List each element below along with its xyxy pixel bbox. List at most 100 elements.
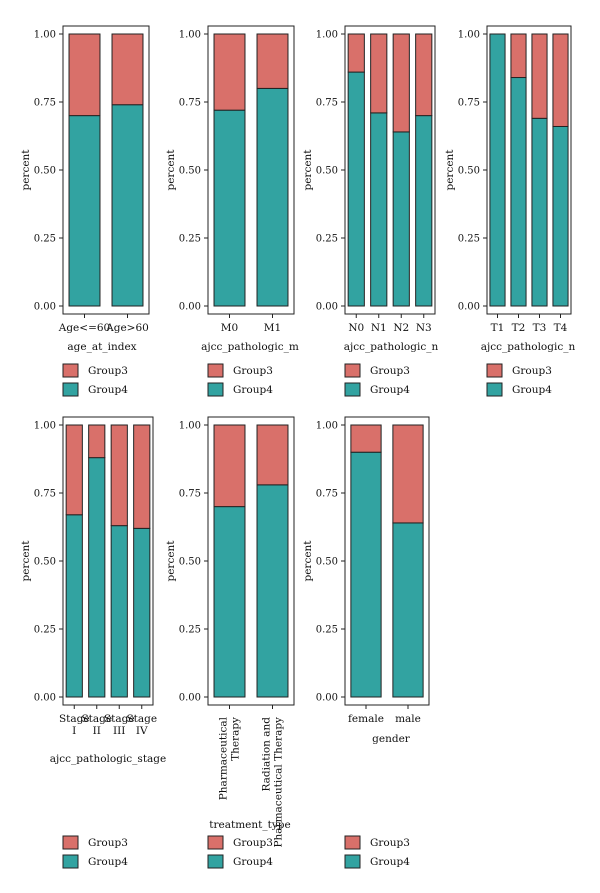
x-tick-label: N1	[371, 322, 387, 334]
bar-group3-1	[88, 424, 106, 459]
bar-group3-0	[65, 424, 83, 516]
bar-group4-0	[347, 71, 365, 307]
x-tick-label: T4	[554, 322, 568, 334]
y-tick-label: 0.00	[316, 693, 338, 704]
legend-swatch-group4	[344, 382, 361, 397]
bar-group3-1	[510, 33, 527, 79]
x-tick-label: N0	[348, 322, 364, 334]
y-tick-label: 0.50	[34, 557, 56, 568]
y-tick-label: 0.50	[34, 166, 56, 177]
x-tick-label: T3	[533, 322, 547, 334]
legend-swatch-group4	[344, 854, 361, 869]
y-axis-title: percent	[165, 540, 177, 582]
bar-group3-3	[415, 33, 433, 117]
bar-group4-2	[110, 525, 128, 698]
legend-label-group4: Group4	[233, 856, 273, 868]
bar-group4-0	[489, 33, 506, 307]
bar-group3-2	[392, 33, 410, 133]
bar-group4-2	[392, 131, 410, 307]
y-axis-title: percent	[444, 149, 456, 191]
y-tick-label: 0.00	[316, 302, 338, 313]
y-axis-title: percent	[302, 149, 314, 191]
bar-group4-0	[350, 451, 382, 698]
legend-swatch-group3	[62, 363, 79, 378]
x-axis-title: ajcc_pathologic_n	[481, 341, 576, 353]
x-axis-title: treatment_type	[209, 819, 290, 831]
legend-swatch-group3	[207, 363, 224, 378]
bar-group4-3	[415, 115, 433, 307]
bar-group4-3	[133, 527, 151, 698]
legend-swatch-group3	[344, 363, 361, 378]
y-tick-label: 0.25	[179, 234, 201, 245]
legend-label-group3: Group3	[88, 365, 128, 377]
bar-group4-0	[68, 115, 101, 307]
y-tick-label: 1.00	[458, 30, 480, 41]
bar-group3-2	[110, 424, 128, 527]
bar-group4-1	[88, 457, 106, 698]
legend-swatch-group3	[207, 835, 224, 850]
bar-group3-0	[213, 424, 246, 508]
x-tick-label: N3	[416, 322, 432, 334]
x-axis-title: ajcc_pathologic_stage	[50, 753, 167, 765]
bar-group3-0	[347, 33, 365, 73]
y-tick-label: 0.00	[34, 693, 56, 704]
y-tick-label: 1.00	[34, 30, 56, 41]
legend-label-group3: Group3	[370, 837, 410, 849]
y-tick-label: 1.00	[179, 421, 201, 432]
bar-group4-1	[370, 112, 388, 307]
x-tick-label: M1	[264, 322, 281, 334]
y-tick-label: 0.50	[316, 557, 338, 568]
y-tick-label: 0.25	[458, 234, 480, 245]
x-axis-title: ajcc_pathologic_m	[201, 341, 299, 353]
x-axis-title: gender	[372, 733, 411, 745]
bar-group4-1	[256, 484, 289, 698]
bar-group4-1	[111, 104, 144, 307]
x-tick-label: male	[395, 713, 421, 725]
y-tick-label: 0.25	[34, 234, 56, 245]
y-tick-label: 0.75	[34, 98, 56, 109]
y-tick-label: 0.75	[458, 98, 480, 109]
bar-group3-0	[68, 33, 101, 117]
y-tick-label: 0.00	[179, 693, 201, 704]
y-axis-title: percent	[302, 540, 314, 582]
x-tick-label: PharmaceuticalTherapy	[218, 716, 242, 800]
legend-label-group4: Group4	[370, 384, 410, 396]
bar-group4-2	[531, 117, 548, 307]
panel-treatment_type: 0.00 0.25 0.50 0.75 1.00 percent Pharmaceutica…	[165, 416, 295, 869]
y-tick-label: 0.75	[316, 489, 338, 500]
legend-swatch-group4	[62, 854, 79, 869]
bar-group3-3	[552, 33, 569, 127]
panel-ajcc_pathologic_n: 0.00 0.25 0.50 0.75 1.00 percent T1 T2 T3 T4 ajcc_…	[444, 25, 576, 397]
bar-group4-1	[256, 87, 289, 307]
legend-label-group3: Group3	[233, 365, 273, 377]
x-tick-label: Stage I	[59, 713, 90, 737]
y-tick-label: 0.00	[179, 302, 201, 313]
y-tick-label: 0.50	[179, 557, 201, 568]
bar-group3-1	[256, 33, 289, 89]
bar-group4-0	[213, 506, 246, 698]
x-tick-label: Age<=60	[58, 322, 110, 334]
legend-swatch-group4	[207, 382, 224, 397]
y-tick-label: 1.00	[316, 30, 338, 41]
legend-swatch-group3	[62, 835, 79, 850]
legend-label-group4: Group4	[88, 384, 128, 396]
x-tick-label: Stage III	[104, 713, 135, 737]
y-axis-title: percent	[165, 149, 177, 191]
y-tick-label: 0.50	[316, 166, 338, 177]
x-tick-label: Stage II	[81, 713, 112, 737]
bar-group4-1	[510, 77, 527, 307]
bar-group3-0	[213, 33, 246, 111]
bar-group3-1	[392, 424, 424, 524]
x-tick-label: M0	[221, 322, 238, 334]
x-tick-label: N2	[393, 322, 409, 334]
y-axis-title: percent	[20, 540, 32, 582]
x-tick-label: Age>60	[105, 322, 149, 334]
x-axis-title: age_at_index	[67, 341, 136, 353]
x-tick-label: Stage IV	[126, 713, 157, 737]
y-tick-label: 1.00	[34, 421, 56, 432]
bar-group4-3	[552, 125, 569, 307]
y-tick-label: 0.75	[34, 489, 56, 500]
bar-group3-1	[256, 424, 289, 486]
